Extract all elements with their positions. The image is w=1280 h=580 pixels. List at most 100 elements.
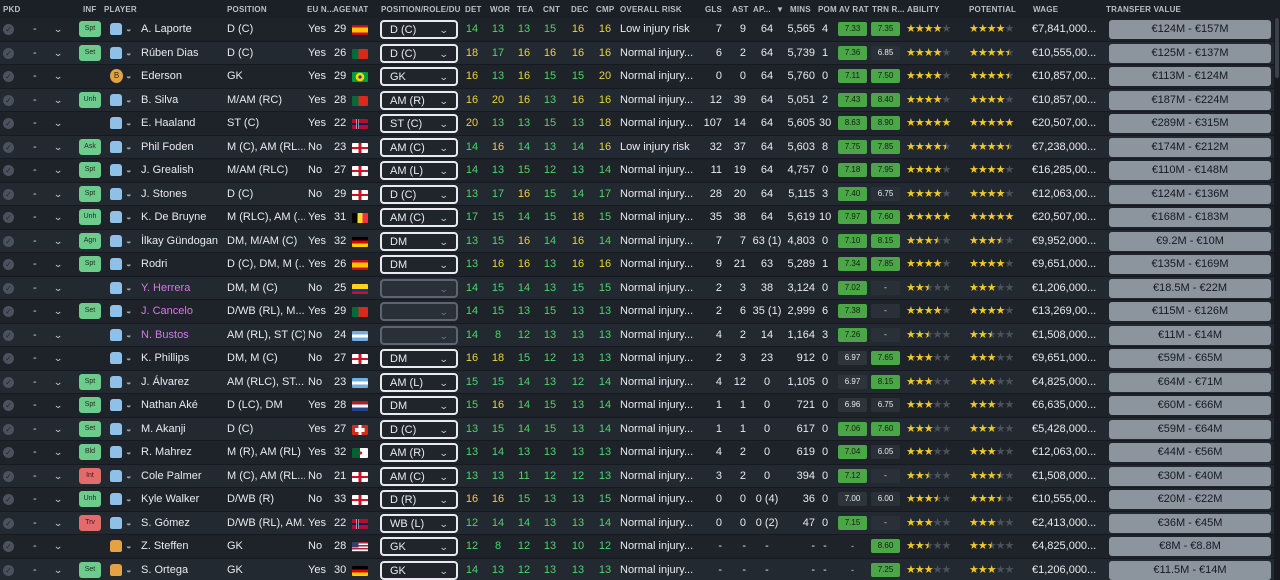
player-name[interactable]: Phil Foden [141, 140, 194, 153]
scrollbar[interactable] [1274, 18, 1280, 580]
position-role-dropdown[interactable]: DM ⌄ [380, 396, 458, 415]
table-row[interactable]: - ⌄ Unh ◒ B. Silva M/AM (RC) Yes 28 AM (R) ⌄ 16 20 1… [0, 88, 1280, 112]
picked-check-icon[interactable] [3, 230, 15, 252]
chevron-down-icon[interactable]: ⌄ [53, 353, 64, 363]
info-badge[interactable]: Unh [79, 91, 101, 108]
transfer-value[interactable]: €64M - €71M [1109, 372, 1271, 392]
info-badge[interactable]: Set [79, 561, 101, 578]
chevron-down-icon[interactable]: ⌄ [53, 259, 64, 269]
picked-check-icon[interactable] [3, 42, 15, 64]
player-name[interactable]: S. Ortega [141, 563, 189, 576]
picked-check-icon[interactable] [3, 159, 15, 181]
player-profile-icon[interactable]: ◒ [126, 282, 132, 293]
picked-check-icon[interactable] [3, 371, 15, 393]
transfer-value[interactable]: €8M - €8.8M [1109, 537, 1271, 556]
chevron-down-icon[interactable]: ⌄ [53, 24, 64, 34]
info-badge[interactable]: Int [79, 467, 101, 484]
table-row[interactable]: - ⌄ Spt ◒ J. Grealish M/AM (RLC) No 27 AM (L) ⌄ 14… [0, 159, 1280, 183]
col-nat[interactable]: NAT [352, 5, 369, 14]
chevron-down-icon[interactable]: ⌄ [53, 47, 64, 58]
player-name[interactable]: R. Mahrez [141, 446, 192, 458]
table-row[interactable]: - ⌄ B◒ Ederson GK Yes 29 GK ⌄ 16 13 16 15 15 20 Normal … [0, 65, 1280, 89]
table-row[interactable]: - ⌄ ◒ K. Phillips DM, M (C) No 27 DM ⌄ 16 18 15 12 13… [0, 347, 1280, 371]
player-name[interactable]: Cole Palmer [141, 469, 202, 482]
chevron-down-icon[interactable]: ⌄ [53, 447, 64, 457]
info-badge[interactable]: Spt [79, 162, 101, 178]
position-role-dropdown[interactable]: WB (L) ⌄ [380, 513, 458, 533]
player-name[interactable]: Rodri [141, 258, 168, 270]
picked-check-icon[interactable] [3, 183, 15, 205]
position-role-dropdown[interactable]: AM (C) ⌄ [380, 137, 458, 157]
player-profile-icon[interactable]: ◒ [126, 447, 132, 457]
transfer-value[interactable]: €125M - €137M [1109, 43, 1271, 63]
picked-check-icon[interactable] [3, 136, 15, 158]
transfer-value[interactable]: €115M - €126M [1109, 302, 1271, 321]
col-potential[interactable]: POTENTIAL [969, 5, 1017, 14]
table-row[interactable]: - ⌄ Spt ◒ A. Laporte D (C) Yes 29 D (C) ⌄ 14 13 13 15… [0, 18, 1280, 42]
info-badge[interactable]: Spt [79, 185, 101, 202]
transfer-value[interactable]: €11M - €14M [1109, 325, 1271, 345]
info-badge[interactable]: Set [79, 44, 101, 61]
player-profile-icon[interactable]: ◒ [126, 259, 132, 269]
info-badge[interactable]: Set [79, 420, 101, 437]
player-profile-icon[interactable]: ◒ [126, 47, 132, 58]
position-role-dropdown[interactable]: ⌄ [380, 278, 458, 298]
transfer-value[interactable]: €187M - €224M [1109, 90, 1271, 110]
position-role-dropdown[interactable]: D (C) ⌄ [380, 419, 458, 439]
chevron-down-icon[interactable]: ⌄ [53, 470, 64, 481]
position-role-dropdown[interactable]: GK ⌄ [380, 537, 458, 556]
table-row[interactable]: - ⌄ Set ◒ S. Ortega GK Yes 30 GK ⌄ 14 13 12 13 13 13 Nor… [0, 558, 1280, 580]
player-name[interactable]: Rúben Dias [141, 46, 199, 59]
picked-check-icon[interactable] [3, 535, 15, 557]
player-profile-icon[interactable]: ◒ [126, 470, 132, 481]
picked-check-icon[interactable] [3, 253, 15, 275]
player-name[interactable]: N. Bustos [141, 328, 189, 341]
transfer-value[interactable]: €59M - €64M [1109, 419, 1271, 439]
position-role-dropdown[interactable]: D (R) ⌄ [380, 490, 458, 509]
info-badge[interactable]: Agn [79, 232, 101, 249]
player-profile-icon[interactable]: ◒ [126, 118, 132, 128]
table-row[interactable]: - ⌄ Set ◒ M. Akanji D (C) Yes 27 D (C) ⌄ 13 15 14 15 1… [0, 417, 1280, 441]
transfer-value[interactable]: €60M - €66M [1109, 396, 1271, 415]
position-role-dropdown[interactable]: D (C) ⌄ [380, 20, 458, 39]
table-row[interactable]: - ⌄ ◒ E. Haaland ST (C) Yes 22 ST (C) ⌄ 20 13 13 15 1… [0, 112, 1280, 136]
picked-check-icon[interactable] [3, 89, 15, 111]
transfer-value[interactable]: €18.5M - €22M [1109, 278, 1271, 298]
chevron-down-icon[interactable]: ⌄ [53, 329, 64, 340]
chevron-down-icon[interactable]: ⌄ [53, 494, 64, 504]
position-role-dropdown[interactable]: AM (C) ⌄ [380, 466, 458, 486]
chevron-down-icon[interactable]: ⌄ [53, 165, 64, 175]
player-name[interactable]: M. Akanji [141, 422, 186, 435]
player-profile-icon[interactable]: ◒ [126, 306, 132, 316]
col-inf[interactable]: INF [83, 5, 97, 14]
player-profile-icon[interactable]: ◒ [126, 494, 132, 504]
chevron-down-icon[interactable]: ⌄ [53, 400, 64, 410]
player-name[interactable]: Nathan Aké [141, 399, 198, 411]
picked-check-icon[interactable] [3, 18, 15, 40]
position-role-dropdown[interactable]: D (C) ⌄ [380, 43, 458, 63]
position-role-dropdown[interactable]: GK ⌄ [380, 560, 458, 580]
info-badge[interactable]: Unh [79, 491, 101, 507]
col-ability[interactable]: ABILITY [907, 5, 940, 14]
transfer-value[interactable]: €168M - €183M [1109, 208, 1271, 227]
chevron-down-icon[interactable]: ⌄ [53, 423, 64, 434]
table-row[interactable]: - ⌄ Unh ◒ K. De Bruyne M (RLC), AM (...Yes 31 A… [0, 206, 1280, 230]
transfer-value[interactable]: €36M - €45M [1109, 513, 1271, 533]
transfer-value[interactable]: €11.5M - €14M [1109, 560, 1271, 580]
picked-check-icon[interactable] [3, 418, 15, 440]
position-role-dropdown[interactable]: GK ⌄ [380, 67, 458, 86]
transfer-value[interactable]: €124M - €157M [1109, 20, 1271, 39]
col-cnt[interactable]: CNT [543, 5, 561, 14]
col-mins[interactable]: MINS [790, 5, 811, 14]
table-row[interactable]: - ⌄ ◒ Y. Herrera DM, M (C) No 25 ⌄ 14 15 14 13 15 15 N… [0, 276, 1280, 300]
picked-check-icon[interactable] [3, 512, 15, 534]
player-name[interactable]: K. Phillips [141, 352, 190, 364]
col-trn-rat[interactable]: TRN R... [872, 5, 904, 14]
chevron-down-icon[interactable]: ⌄ [53, 235, 64, 246]
col-wage[interactable]: WAGE [1033, 5, 1059, 14]
col-det[interactable]: DET [465, 5, 482, 14]
position-role-dropdown[interactable]: DM ⌄ [380, 255, 458, 274]
sort-arrow-icon[interactable]: ▼ [776, 5, 785, 14]
